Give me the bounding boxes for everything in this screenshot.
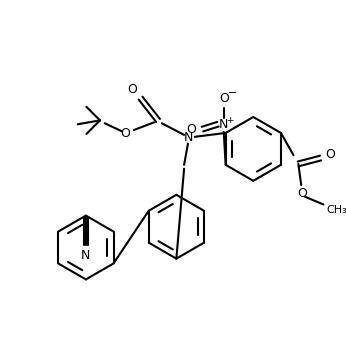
Text: N: N — [81, 249, 91, 262]
Text: CH₃: CH₃ — [327, 205, 346, 215]
Text: O: O — [219, 92, 229, 105]
Text: O: O — [325, 148, 335, 161]
Text: O: O — [297, 187, 307, 200]
Text: +: + — [226, 116, 233, 125]
Text: N: N — [219, 118, 228, 131]
Text: O: O — [186, 122, 196, 135]
Text: O: O — [127, 83, 137, 96]
Text: N: N — [184, 131, 194, 144]
Text: −: − — [228, 88, 237, 98]
Text: O: O — [120, 127, 130, 140]
